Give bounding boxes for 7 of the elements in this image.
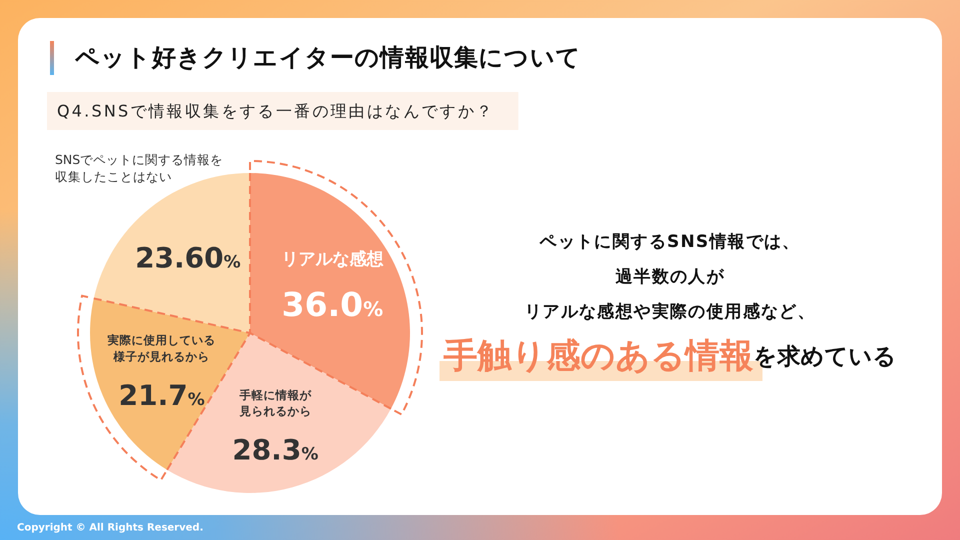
chart-subtitle: Q4.SNSで情報収集をする一番の理由はなんですか？ [57,101,494,120]
text: リアルな感想や実際の使用感など、 [524,302,816,322]
text: ペットに関するSNS情報では、 [538,232,800,252]
text: 過半数の人が [614,266,725,287]
chart-title: ペット好きクリエイターの情報収集について [74,44,581,72]
text: Copyright © All Rights Reserved. [17,522,204,534]
text: 手触り感のある情報を求めている [442,336,896,376]
